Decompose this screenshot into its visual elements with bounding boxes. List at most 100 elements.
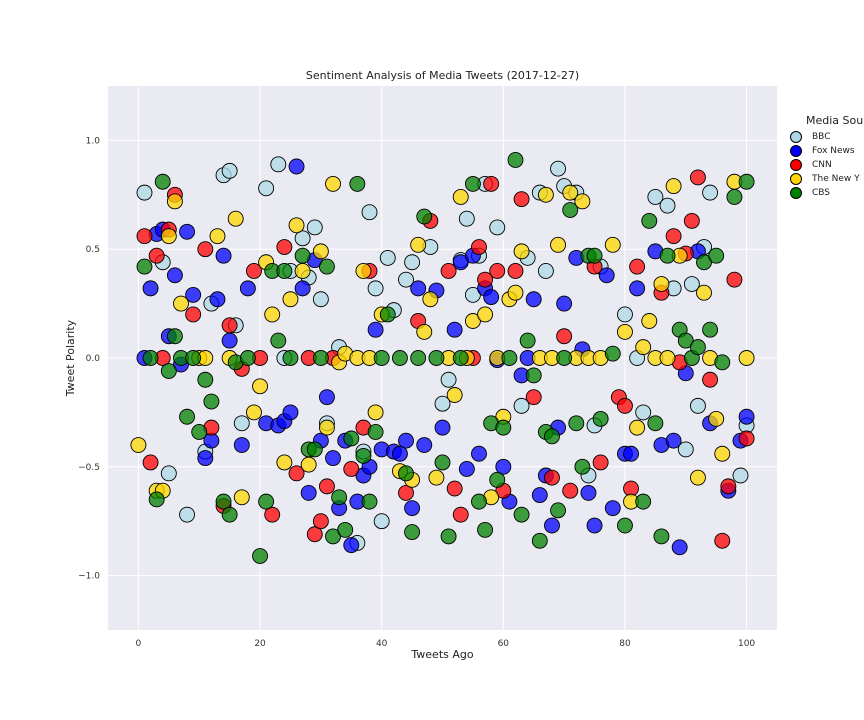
data-point	[556, 328, 573, 345]
data-point	[160, 465, 177, 482]
data-point	[221, 162, 238, 179]
series-1	[136, 158, 755, 556]
data-point	[282, 404, 299, 421]
data-point	[696, 284, 712, 301]
data-point	[446, 387, 463, 403]
data-point	[379, 249, 396, 266]
data-point	[404, 500, 421, 517]
data-point	[160, 228, 177, 245]
data-point	[130, 437, 147, 453]
data-point	[294, 230, 311, 247]
data-point	[464, 313, 481, 329]
data-point	[574, 458, 591, 475]
legend-item-fox-news: Fox News	[784, 144, 864, 158]
x-tick-label: 40	[376, 639, 388, 649]
legend-item-cnn: CNN	[784, 158, 864, 172]
data-point	[452, 350, 469, 366]
data-point	[689, 469, 706, 486]
data-point	[714, 445, 731, 462]
data-point	[574, 193, 591, 210]
data-point	[483, 175, 500, 192]
data-point	[550, 160, 567, 177]
data-point	[197, 241, 214, 258]
data-point	[239, 280, 256, 297]
data-point	[391, 445, 408, 462]
data-point	[720, 478, 737, 495]
data-point	[160, 363, 177, 380]
data-point	[531, 532, 548, 549]
data-point	[562, 482, 579, 499]
data-point	[434, 419, 451, 436]
legend-label-cbs: CBS	[812, 188, 831, 198]
y-tick-label: 0.5	[86, 245, 100, 255]
data-point	[166, 267, 183, 284]
data-point	[617, 323, 633, 340]
data-point	[544, 428, 560, 445]
data-point	[696, 254, 712, 271]
data-point	[264, 506, 281, 523]
data-point	[489, 219, 506, 236]
data-point	[300, 456, 317, 473]
data-point	[440, 528, 457, 545]
data-point	[325, 528, 341, 545]
y-axis-label: Tweet Polarity	[64, 319, 77, 397]
data-point	[142, 454, 159, 471]
data-point	[379, 306, 396, 323]
data-point	[185, 286, 202, 303]
data-points	[130, 152, 755, 564]
data-point	[179, 408, 196, 425]
legend-swatch-bbc	[790, 131, 802, 143]
data-point	[282, 350, 299, 366]
data-point	[404, 524, 421, 541]
data-point	[142, 350, 159, 366]
data-point	[312, 513, 329, 530]
data-point	[562, 184, 579, 201]
data-point	[416, 437, 433, 453]
data-point	[215, 247, 232, 264]
data-point	[276, 454, 293, 471]
data-point	[677, 332, 694, 349]
data-point	[373, 350, 390, 366]
y-tick-label: 0.0	[86, 354, 101, 364]
data-point	[173, 295, 189, 312]
data-point	[300, 484, 317, 501]
data-point	[635, 404, 652, 421]
data-point	[544, 469, 560, 486]
data-point	[398, 271, 414, 288]
data-point	[179, 223, 196, 240]
data-point	[617, 306, 633, 323]
data-point	[525, 291, 542, 308]
data-point	[537, 263, 554, 279]
legend: Media Sou BBC Fox News CNN The New Y CBS	[784, 114, 864, 200]
data-point	[349, 175, 366, 192]
data-point	[434, 454, 451, 471]
data-point	[325, 175, 341, 192]
data-point	[471, 493, 487, 510]
data-point	[726, 271, 743, 288]
data-point	[416, 208, 433, 225]
x-tick-label: 20	[254, 639, 266, 649]
data-point	[544, 517, 560, 534]
data-point	[282, 291, 299, 308]
data-point	[452, 506, 469, 523]
data-point	[501, 350, 518, 366]
data-point	[361, 204, 378, 221]
data-point	[148, 247, 165, 264]
y-tick-label: −1.0	[78, 572, 100, 582]
data-point	[659, 247, 676, 264]
data-point	[154, 173, 171, 190]
data-point	[288, 158, 305, 175]
data-point	[258, 180, 275, 197]
data-point	[215, 493, 232, 510]
data-point	[166, 193, 183, 210]
data-point	[738, 408, 755, 425]
data-point	[221, 317, 238, 334]
data-point	[598, 267, 615, 284]
data-point	[702, 321, 719, 338]
data-point	[246, 404, 262, 421]
data-point	[246, 263, 262, 279]
data-point	[513, 397, 530, 414]
data-point	[519, 332, 536, 349]
data-point	[635, 339, 652, 356]
